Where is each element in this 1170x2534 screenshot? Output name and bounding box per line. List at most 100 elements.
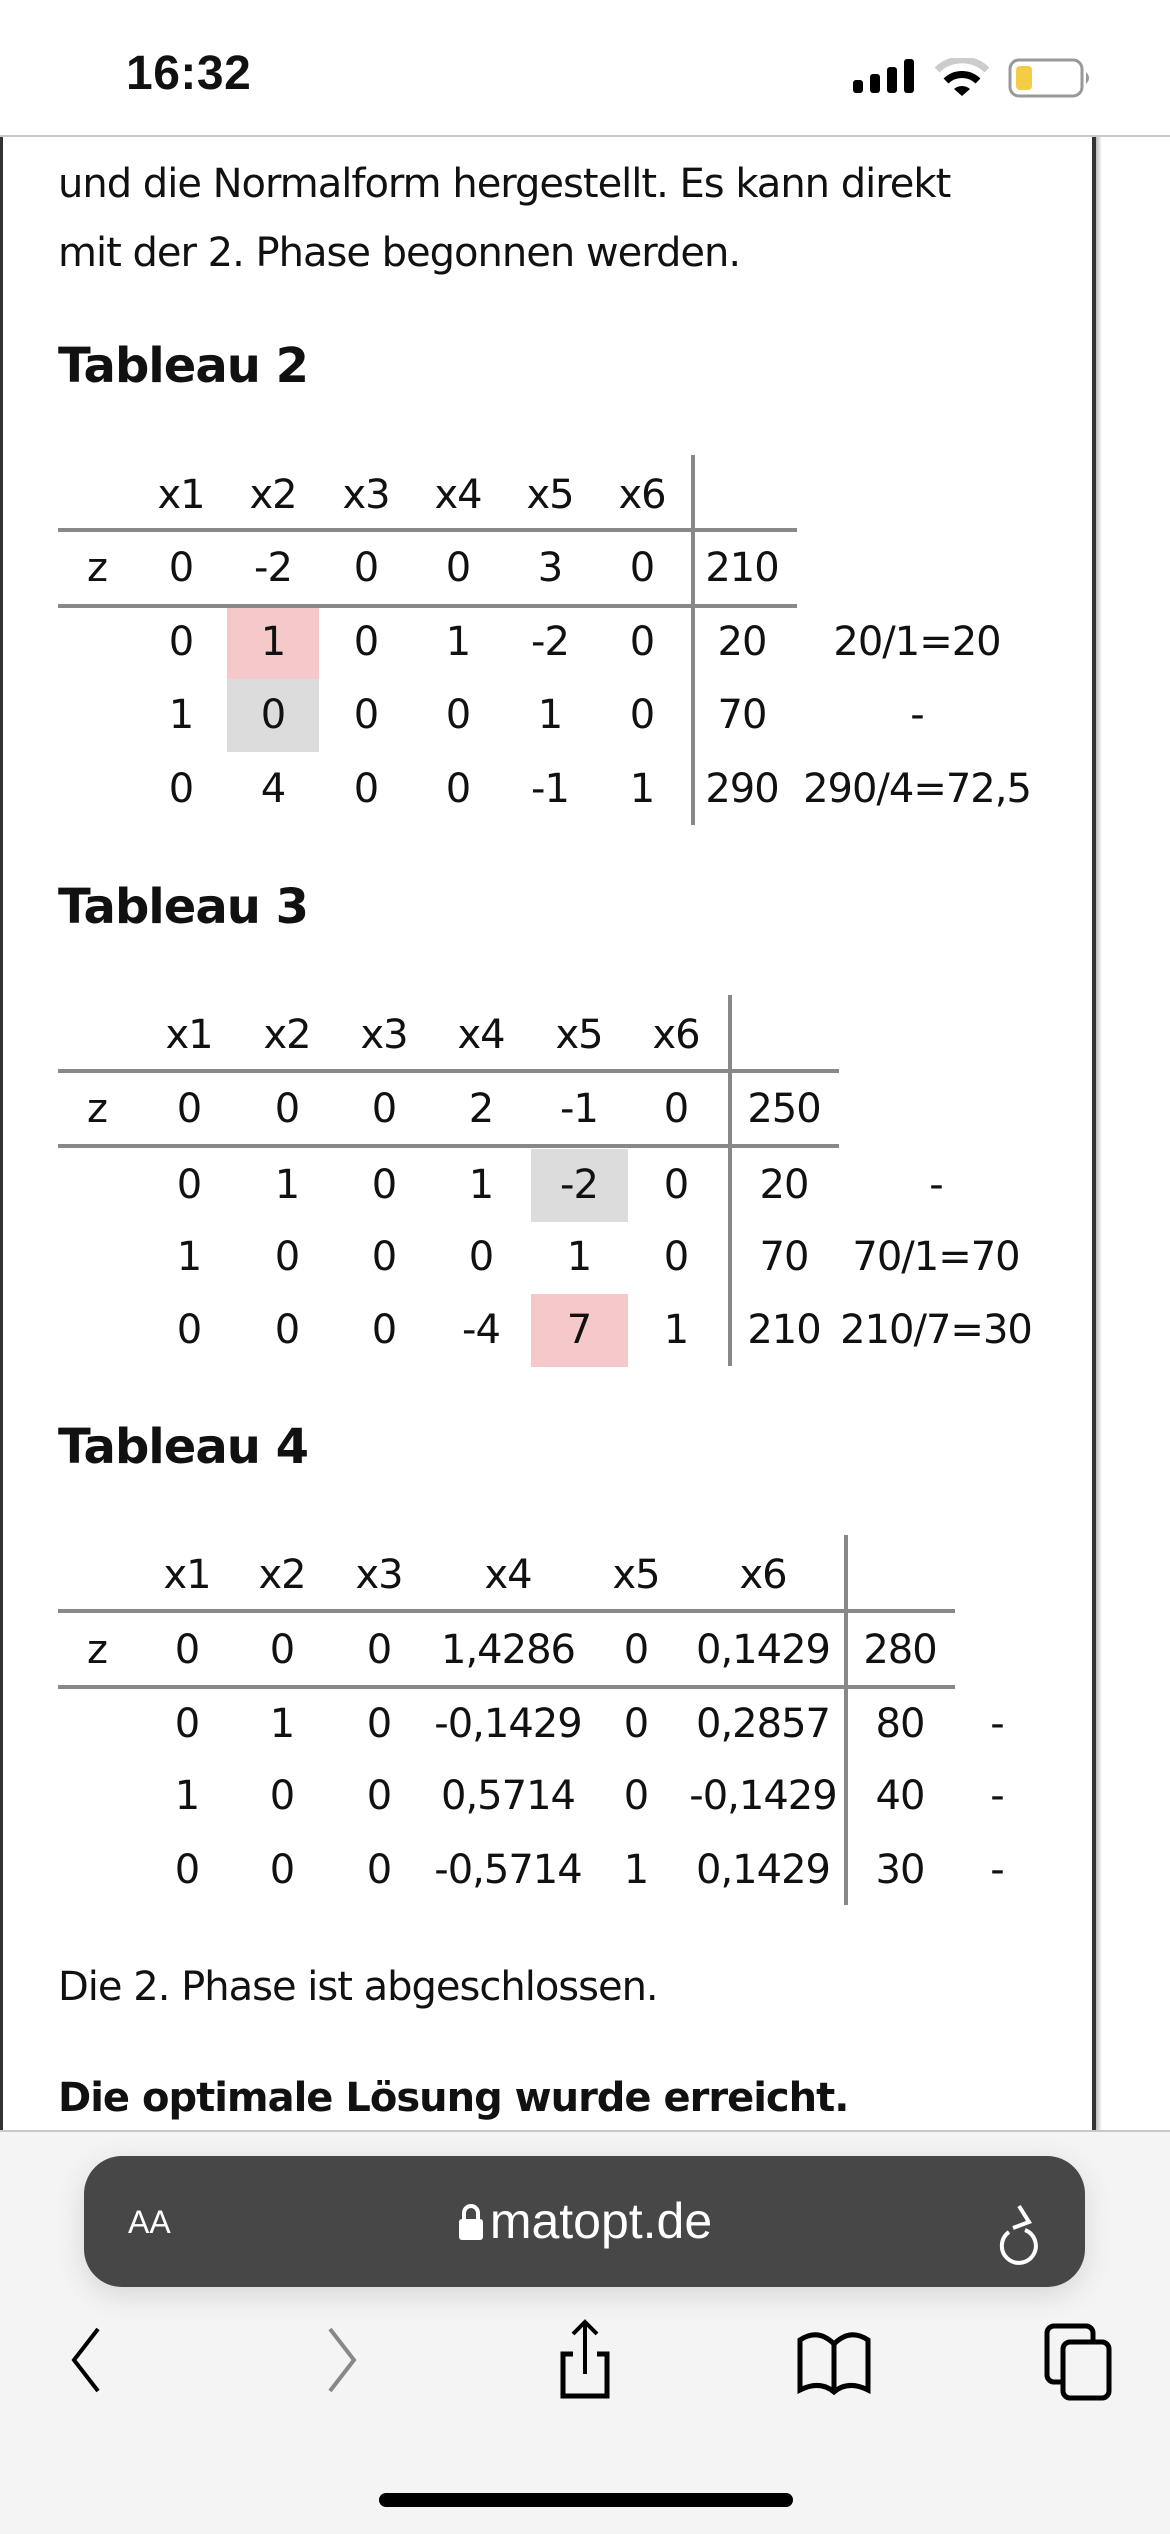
table-cell: 0 (174, 1847, 200, 1893)
content-border-right (1092, 137, 1096, 2130)
reload-icon[interactable] (995, 2200, 1045, 2266)
table-cell: 1 (260, 619, 286, 665)
tableau-rule (58, 1609, 955, 1613)
z-row-value: 0 (353, 545, 379, 591)
share-icon[interactable] (555, 2318, 615, 2400)
text-size-label: AA (128, 2204, 171, 2240)
table-cell: 1 (168, 692, 194, 738)
rhs-value: 210 (747, 1307, 821, 1353)
table-cell: 0 (371, 1234, 397, 1280)
table-cell: 0 (274, 1234, 300, 1280)
column-header: x6 (739, 1552, 787, 1598)
table-cell: 0 (353, 619, 379, 665)
bookmarks-icon[interactable] (796, 2330, 872, 2400)
z-row-rhs: 210 (705, 545, 779, 591)
back-icon[interactable] (66, 2325, 106, 2395)
table-cell: 0 (445, 692, 471, 738)
table-cell: 0 (174, 1701, 200, 1747)
content-shadow (1096, 137, 1102, 2130)
intro-text-line-2: mit der 2. Phase begonnen werden. (58, 230, 741, 276)
table-cell: 1 (566, 1234, 592, 1280)
table-cell: 1 (445, 619, 471, 665)
table-cell: 0 (176, 1162, 202, 1208)
rhs-value: 20 (759, 1162, 810, 1208)
table-cell: 0 (274, 1307, 300, 1353)
rhs-value: 30 (875, 1847, 926, 1893)
z-row-label: z (87, 1627, 108, 1673)
ratio-value: - (910, 692, 924, 738)
cellular-signal-icon (853, 59, 914, 93)
table-cell: 0 (176, 1307, 202, 1353)
column-header: x3 (360, 1012, 408, 1058)
ratio-value: 290/4=72,5 (803, 766, 1032, 812)
pivot-highlight (530, 1294, 628, 1367)
ratio-value: - (990, 1773, 1004, 1819)
rhs-value: 70 (717, 692, 768, 738)
phase-done-text: Die 2. Phase ist abgeschlossen. (58, 1964, 659, 2010)
status-bar: 16:32 (0, 0, 1170, 137)
table-cell: 1 (663, 1307, 689, 1353)
forward-icon[interactable] (322, 2325, 362, 2395)
z-row-label: z (87, 545, 108, 591)
column-header: x4 (457, 1012, 505, 1058)
table-cell: 0 (269, 1847, 295, 1893)
rhs-value: 20 (717, 619, 768, 665)
battery-icon (1008, 58, 1089, 98)
table-cell: 0 (663, 1234, 689, 1280)
ratio-value: 70/1=70 (852, 1234, 1020, 1280)
column-header: x6 (652, 1012, 700, 1058)
text-size-button[interactable]: AA (128, 2194, 171, 2244)
table-cell: 4 (260, 766, 286, 812)
z-row-value: 0 (623, 1627, 649, 1673)
pivot-highlight (227, 606, 319, 679)
lock-icon (458, 2204, 483, 2240)
intro-text-line-1: und die Normalform hergestellt. Es kann … (58, 161, 951, 207)
column-header: x4 (434, 472, 482, 518)
table-cell: 0 (629, 619, 655, 665)
z-row-value: -2 (254, 545, 293, 591)
table-cell: 0,2857 (696, 1701, 831, 1747)
column-header: x1 (165, 1012, 213, 1058)
table-cell: 0 (168, 619, 194, 665)
column-header: x1 (163, 1552, 211, 1598)
z-row-label: z (87, 1086, 108, 1132)
z-row-value: 0 (371, 1086, 397, 1132)
tableau-rhs-divider (691, 455, 695, 825)
z-row-rhs: 250 (747, 1086, 821, 1132)
column-header: x2 (263, 1012, 311, 1058)
tabs-icon[interactable] (1043, 2322, 1115, 2402)
tableau-rhs-divider (728, 995, 732, 1366)
table-cell: 0 (353, 692, 379, 738)
tableau-rule (58, 604, 797, 608)
column-header: x2 (249, 472, 297, 518)
url-display[interactable]: matopt.de (0, 2192, 1170, 2250)
table-cell: -0,1429 (689, 1773, 837, 1819)
table-cell: -1 (531, 766, 570, 812)
table-cell: -2 (531, 619, 570, 665)
z-row-value: 0,1429 (696, 1627, 831, 1673)
table-cell: 0 (366, 1847, 392, 1893)
z-row-value: 0 (663, 1086, 689, 1132)
table-cell: 1 (176, 1234, 202, 1280)
column-header: x6 (618, 472, 666, 518)
table-cell: 0 (623, 1773, 649, 1819)
rhs-value: 40 (875, 1773, 926, 1819)
ratio-value: 210/7=30 (840, 1307, 1033, 1353)
z-row-value: 0 (176, 1086, 202, 1132)
url-text: matopt.de (489, 2193, 713, 2249)
table-cell: 0 (663, 1162, 689, 1208)
z-row-value: 0 (168, 545, 194, 591)
z-row-value: 0 (366, 1627, 392, 1673)
ratio-value: - (990, 1847, 1004, 1893)
table-cell: -2 (560, 1162, 599, 1208)
battery-level (1016, 66, 1032, 90)
table-cell: 0 (168, 766, 194, 812)
table-cell: 7 (566, 1307, 592, 1353)
z-row-value: 3 (537, 545, 563, 591)
address-bar[interactable] (84, 2156, 1085, 2287)
rhs-value: 80 (875, 1701, 926, 1747)
table-cell: 1 (274, 1162, 300, 1208)
table-cell: 0,5714 (441, 1773, 576, 1819)
z-row-value: -1 (560, 1086, 599, 1132)
z-row-value: 0 (445, 545, 471, 591)
